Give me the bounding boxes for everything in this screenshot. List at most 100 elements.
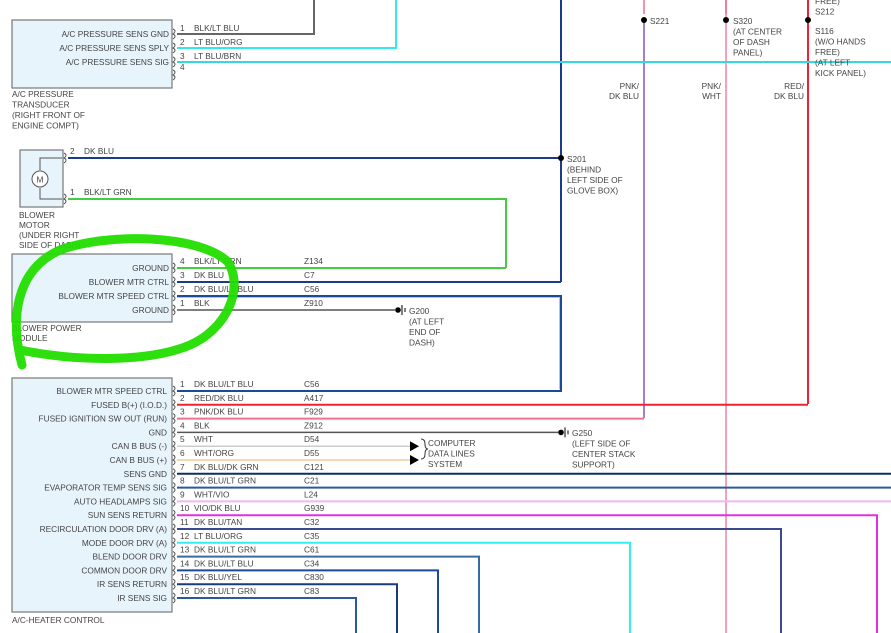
wire-color-label: LT BLU/ORG <box>194 37 243 47</box>
connector-pin-icon <box>172 454 176 466</box>
connector-pin-icon <box>172 551 176 562</box>
wire-color-label: PNK/ <box>620 81 640 91</box>
pin-number: 1 <box>70 187 75 197</box>
connector-pin-icon <box>172 290 176 302</box>
pin-number: 13 <box>180 545 190 555</box>
connector-pin-icon <box>172 304 176 316</box>
ground-label: G250 <box>572 428 593 438</box>
circuit-number: C21 <box>304 476 320 486</box>
wire-c56 <box>177 295 562 392</box>
splice-s320-icon <box>723 17 729 23</box>
connector-pin-icon <box>172 399 176 411</box>
ground-label: G200 <box>409 306 430 316</box>
splice-label: FREE) <box>815 0 840 6</box>
component-name: MODULE <box>12 333 48 343</box>
pin-number: 15 <box>180 572 190 582</box>
connector-pin-icon <box>172 537 176 549</box>
circuit-number: C56 <box>304 379 320 389</box>
splice-s221-icon <box>641 17 647 23</box>
circuit-number: C32 <box>304 517 320 527</box>
pin-label: AUTO HEADLAMPS SIG <box>74 496 167 506</box>
data-lines-label: SYSTEM <box>428 459 462 469</box>
pin-number: 1 <box>180 298 185 308</box>
pin-number: 16 <box>180 586 190 596</box>
wire-color-label: PNK/DK BLU <box>194 407 243 417</box>
circuit-number: C7 <box>304 270 315 280</box>
wire-color-label: DK BLU <box>194 270 224 280</box>
splice-label: (AT LEFT <box>815 58 850 68</box>
component-name: (RIGHT FRONT OF <box>12 110 85 120</box>
pin-number: 8 <box>180 476 185 486</box>
splice-label: S320 <box>733 16 753 26</box>
connector-pin-icon <box>172 69 176 81</box>
ground-label: SUPPORT) <box>572 460 615 470</box>
pin-label: BLOWER MTR CTRL <box>89 277 170 287</box>
component-name: SIDE OF DASH) <box>19 240 81 250</box>
wire-color-label: DK BLU/LT BLU <box>194 284 254 294</box>
pin-label: BLOWER MTR SPEED CTRL <box>58 291 169 301</box>
connector-pin-icon <box>172 482 176 493</box>
wire-color-label: BLK/LT GRN <box>194 256 242 266</box>
wire-color-label: DK BLU/LT GRN <box>194 586 256 596</box>
circuit-number: F929 <box>304 407 323 417</box>
pin-label: A/C PRESSURE SENS SIG <box>66 57 169 67</box>
pin-label: IR SENS SIG <box>117 593 167 603</box>
circuit-number: C61 <box>304 545 320 555</box>
component-name: MOTOR <box>19 220 50 230</box>
motor-symbol: M <box>37 175 44 185</box>
splice-label: PANEL) <box>733 48 763 58</box>
circuit-number: L24 <box>304 489 318 499</box>
wire-c830 <box>177 583 398 633</box>
heater-control-box <box>11 377 173 613</box>
arrow-icon <box>410 441 419 452</box>
pin-number: 2 <box>180 284 185 294</box>
wire-color-label: DK BLU/LT GRN <box>194 545 256 555</box>
splice-label: S221 <box>650 16 670 26</box>
pin-label: GROUND <box>132 305 169 315</box>
wire-blk-lt-grn <box>68 198 507 268</box>
pin-label: A/C PRESSURE SENS GND <box>62 29 169 39</box>
splice-label: (AT CENTER <box>733 27 782 37</box>
pin-label: SUN SENS RETURN <box>88 510 167 520</box>
wire-c34 <box>177 569 439 633</box>
wire-g939 <box>177 514 878 633</box>
data-lines-label: DATA LINES <box>428 449 475 459</box>
splice-label: S201 <box>567 154 587 164</box>
splice-label: OF DASH <box>733 37 770 47</box>
wire-color-label: DK BLU <box>774 91 804 101</box>
pin-number: 12 <box>180 531 190 541</box>
ground-label: DASH) <box>409 338 435 348</box>
wire-color-label: DK BLU <box>84 146 114 156</box>
connector-pin-icon <box>172 509 176 521</box>
component-name: TRANSDUCER <box>12 100 70 110</box>
splice-label: (BEHIND <box>567 165 601 175</box>
wire-color-label: BLK/LT BLU <box>194 23 239 33</box>
wire-color-label: PNK/ <box>702 81 722 91</box>
ground-symbol-icon <box>395 307 401 313</box>
pin-number: 1 <box>180 23 185 33</box>
pin-label: GND <box>149 427 167 437</box>
splice-s116-icon <box>805 17 811 23</box>
connector-pin-icon <box>172 426 176 438</box>
wire-color-label: WHT/ORG <box>194 448 234 458</box>
pin-label: EVAPORATOR TEMP SENS SIG <box>44 483 167 493</box>
circuit-number: D55 <box>304 448 320 458</box>
connector-pin-icon <box>172 42 176 54</box>
data-lines-label: COMPUTER <box>428 438 475 448</box>
wire-color-label: RED/DK BLU <box>194 393 244 403</box>
brace-icon <box>420 438 429 460</box>
connector-pin-icon <box>172 262 176 274</box>
connector-pin-icon <box>172 276 176 288</box>
ground-symbol-icon <box>558 429 564 436</box>
pin-number: 2 <box>180 37 185 47</box>
connector-pin-icon <box>172 564 176 576</box>
wire-c35 <box>177 541 631 633</box>
splice-label: KICK PANEL) <box>815 68 866 78</box>
splice-label: S116 <box>815 26 834 36</box>
wire-color-label: WHT <box>194 434 213 444</box>
wire-color-label: DK BLU/DK GRN <box>194 462 259 472</box>
component-name: (UNDER RIGHT <box>19 230 79 240</box>
component-name: ENGINE COMPT) <box>12 121 79 131</box>
wire-color-label: DK BLU/YEL <box>194 572 242 582</box>
circuit-number: C121 <box>304 462 324 472</box>
